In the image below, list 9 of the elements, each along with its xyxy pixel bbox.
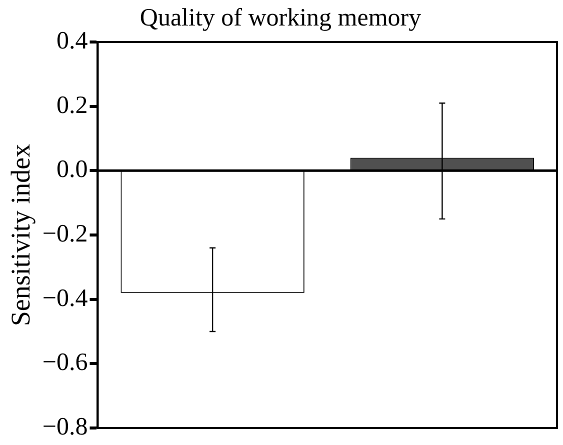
y-tick-label: −0.2 <box>42 220 88 248</box>
y-tick-label: 0.0 <box>56 156 88 184</box>
y-tick-label: −0.6 <box>42 349 88 376</box>
y-axis-title: Sensitivity index <box>5 143 36 326</box>
chart-title: Quality of working memory <box>140 4 422 32</box>
y-tick-label: −0.8 <box>42 414 88 441</box>
y-tick-label: −0.4 <box>42 284 88 312</box>
y-tick-label: 0.2 <box>56 92 88 119</box>
y-tick-label: 0.4 <box>56 28 88 55</box>
